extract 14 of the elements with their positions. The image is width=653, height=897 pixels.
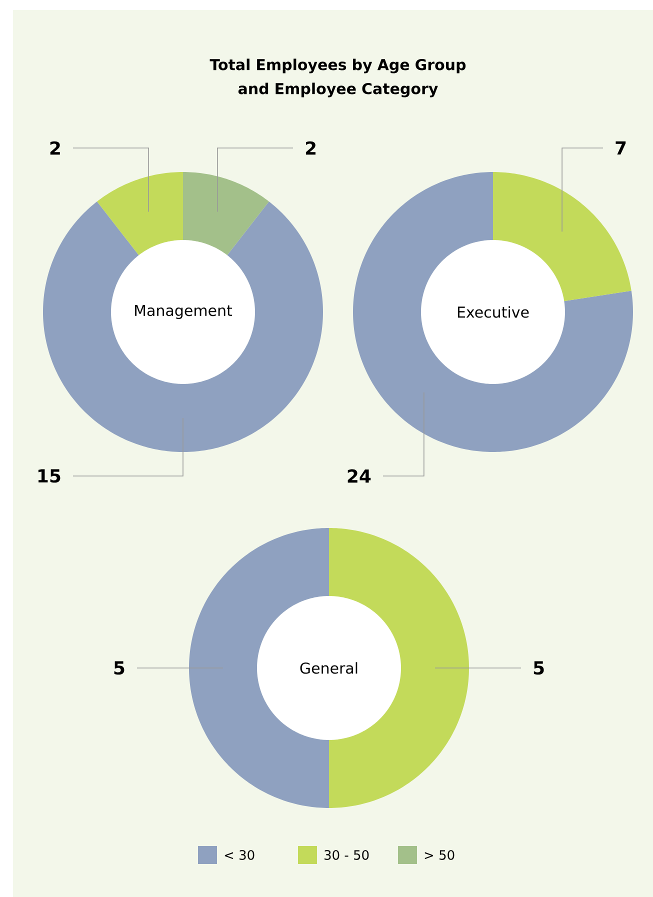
data-label: 5 [534, 661, 544, 675]
data-label: 2 [306, 141, 316, 155]
text: General [300, 662, 358, 674]
data-label: 5 [114, 661, 124, 675]
data-label: 7 [616, 141, 626, 155]
chart-title: Total Employees by Age Group and Employee Category [210, 58, 466, 98]
data-label: 2 [50, 141, 60, 155]
legend-label: > 50 [424, 850, 454, 860]
legend-label: < 30 [224, 850, 254, 860]
text: Executive [458, 306, 529, 318]
data-label: 24 [348, 469, 371, 483]
legend-label: 30 - 50 [324, 850, 369, 860]
text: Management [135, 304, 232, 320]
data-label: 15 [38, 469, 60, 483]
